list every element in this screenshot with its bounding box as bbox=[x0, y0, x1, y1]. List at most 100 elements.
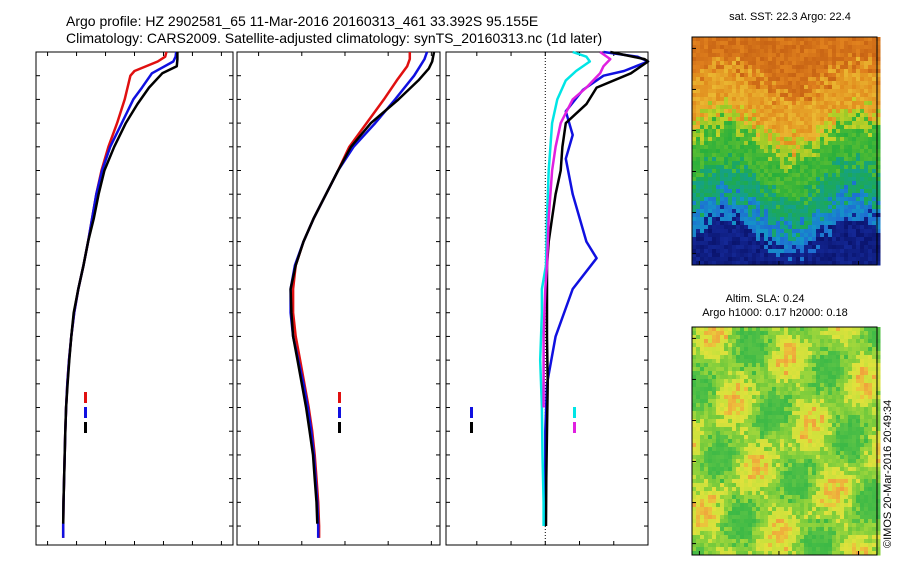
map-cell bbox=[744, 181, 749, 186]
map-cell bbox=[720, 161, 725, 166]
map-cell bbox=[796, 149, 801, 154]
map-cell bbox=[708, 403, 713, 408]
map-cell bbox=[744, 217, 749, 222]
map-cell bbox=[744, 443, 749, 448]
map-cell bbox=[736, 447, 741, 452]
map-cell bbox=[792, 45, 797, 50]
map-cell bbox=[752, 93, 757, 98]
map-cell bbox=[752, 395, 757, 400]
map-cell bbox=[692, 225, 697, 230]
map-cell bbox=[852, 221, 857, 226]
map-cell bbox=[804, 463, 809, 468]
map-cell bbox=[804, 479, 809, 484]
map-cell bbox=[812, 97, 817, 102]
map-cell bbox=[700, 395, 705, 400]
map-cell bbox=[728, 65, 733, 70]
map-cell bbox=[736, 343, 741, 348]
map-cell bbox=[792, 129, 797, 134]
map-cell bbox=[720, 343, 725, 348]
map-cell bbox=[804, 197, 809, 202]
map-cell bbox=[752, 371, 757, 376]
map-cell bbox=[792, 399, 797, 404]
map-cell bbox=[860, 459, 865, 464]
map-cell bbox=[848, 45, 853, 50]
map-cell bbox=[808, 347, 813, 352]
map-cell bbox=[864, 335, 869, 340]
series-line-climatology bbox=[293, 52, 410, 538]
map-cell bbox=[868, 37, 873, 42]
map-cell bbox=[716, 467, 721, 472]
map-cell bbox=[860, 77, 865, 82]
map-cell bbox=[728, 237, 733, 242]
map-cell bbox=[852, 209, 857, 214]
map-cell bbox=[756, 65, 761, 70]
map-cell bbox=[732, 471, 737, 476]
map-cell bbox=[732, 237, 737, 242]
map-cell bbox=[756, 57, 761, 62]
map-cell bbox=[824, 495, 829, 500]
map-cell bbox=[764, 487, 769, 492]
map-cell bbox=[748, 347, 753, 352]
map-cell bbox=[812, 205, 817, 210]
map-cell bbox=[772, 225, 777, 230]
map-cell bbox=[764, 125, 769, 130]
map-cell bbox=[800, 185, 805, 190]
map-cell bbox=[732, 109, 737, 114]
map-cell bbox=[700, 387, 705, 392]
map-cell bbox=[864, 225, 869, 230]
map-cell bbox=[776, 257, 781, 262]
map-cell bbox=[724, 41, 729, 46]
map-cell bbox=[788, 359, 793, 364]
map-cell bbox=[776, 149, 781, 154]
map-cell bbox=[864, 97, 869, 102]
map-cell bbox=[732, 491, 737, 496]
map-cell bbox=[716, 245, 721, 250]
map-cell bbox=[792, 161, 797, 166]
map-cell bbox=[864, 451, 869, 456]
map-cell bbox=[792, 109, 797, 114]
map-cell bbox=[808, 225, 813, 230]
map-cell bbox=[764, 85, 769, 90]
map-cell bbox=[796, 49, 801, 54]
map-cell bbox=[708, 189, 713, 194]
map-cell bbox=[824, 367, 829, 372]
map-cell bbox=[852, 399, 857, 404]
map-cell bbox=[728, 73, 733, 78]
map-cell bbox=[760, 249, 765, 254]
map-cell bbox=[856, 149, 861, 154]
map-cell bbox=[744, 487, 749, 492]
map-cell bbox=[704, 193, 709, 198]
map-cell bbox=[812, 69, 817, 74]
map-cell bbox=[768, 411, 773, 416]
map-cell bbox=[728, 387, 733, 392]
map-cell bbox=[780, 475, 785, 480]
map-cell bbox=[788, 201, 793, 206]
map-cell bbox=[860, 487, 865, 492]
map-cell bbox=[844, 185, 849, 190]
map-cell bbox=[848, 93, 853, 98]
map-cell bbox=[692, 359, 697, 364]
map-cell bbox=[724, 49, 729, 54]
map-cell bbox=[860, 133, 865, 138]
map-cell bbox=[756, 237, 761, 242]
map-cell bbox=[784, 153, 789, 158]
map-cell bbox=[828, 57, 833, 62]
map-cell bbox=[788, 375, 793, 380]
map-cell bbox=[796, 391, 801, 396]
map-cell bbox=[852, 479, 857, 484]
map-cell bbox=[712, 89, 717, 94]
map-cell bbox=[744, 225, 749, 230]
map-cell bbox=[752, 399, 757, 404]
map-cell bbox=[800, 375, 805, 380]
map-cell bbox=[860, 467, 865, 472]
map-cell bbox=[752, 447, 757, 452]
map-cell bbox=[864, 423, 869, 428]
map-cell bbox=[800, 37, 805, 42]
map-cell bbox=[760, 129, 765, 134]
map-cell bbox=[812, 483, 817, 488]
map-cell bbox=[800, 435, 805, 440]
map-cell bbox=[776, 439, 781, 444]
map-cell bbox=[788, 205, 793, 210]
map-cell bbox=[824, 57, 829, 62]
map-cell bbox=[692, 431, 697, 436]
